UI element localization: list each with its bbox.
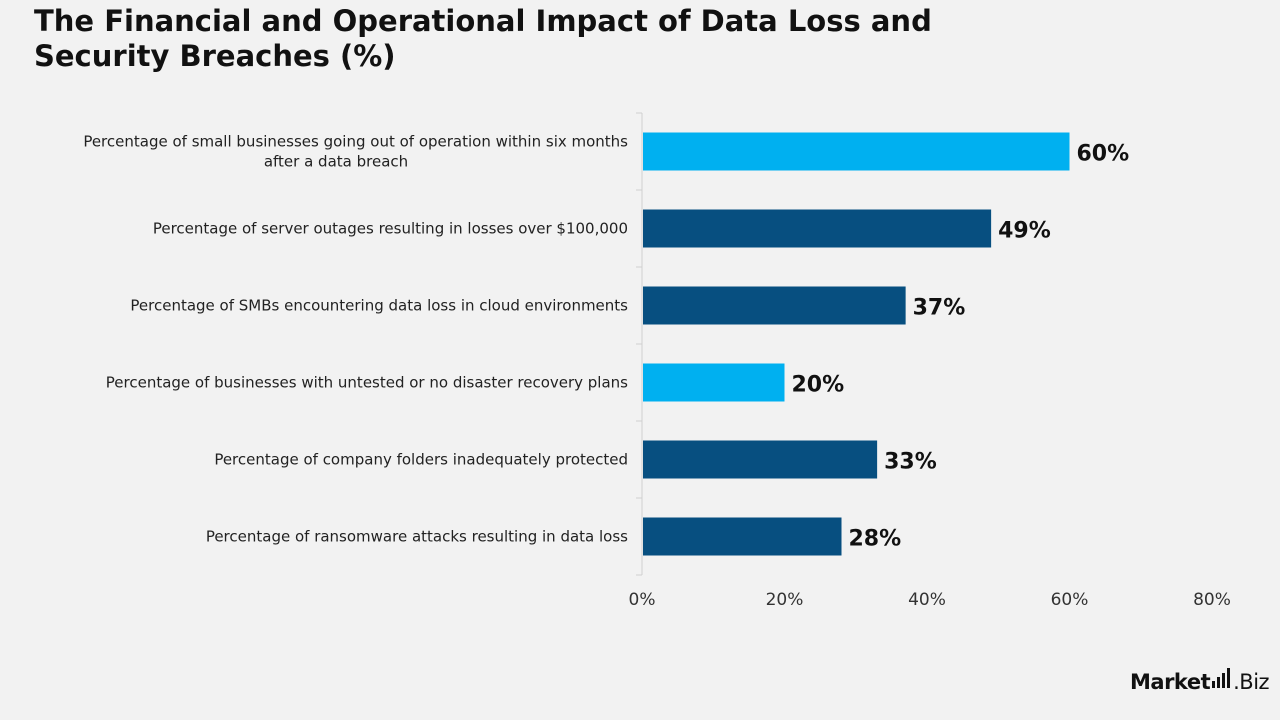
bar [643, 440, 878, 479]
data-label: 37% [913, 296, 966, 321]
category-label: after a data breach [264, 153, 408, 171]
x-tick-label: 80% [1193, 590, 1231, 610]
data-label: 49% [998, 219, 1051, 244]
x-tick-label: 0% [629, 590, 656, 610]
chart-title: The Financial and Operational Impact of … [34, 4, 932, 73]
category-label: Percentage of businesses with untested o… [106, 374, 628, 392]
bar [643, 517, 842, 556]
data-label: 60% [1077, 142, 1130, 167]
bar-chart-logo-icon [1212, 668, 1232, 688]
bar [643, 209, 992, 248]
brand-name: Market [1130, 670, 1211, 694]
brand-suffix: .Biz [1233, 670, 1270, 694]
category-label: Percentage of ransomware attacks resulti… [206, 528, 628, 546]
bar [643, 132, 1070, 171]
data-label: 20% [792, 373, 845, 398]
category-label: Percentage of company folders inadequate… [214, 451, 628, 469]
category-label: Percentage of SMBs encountering data los… [130, 297, 628, 315]
data-label: 33% [884, 450, 937, 475]
brand-logo: Market .Biz [1130, 668, 1270, 694]
x-tick-label: 60% [1051, 590, 1089, 610]
x-tick-label: 40% [908, 590, 946, 610]
category-label: Percentage of small businesses going out… [83, 133, 628, 151]
data-label: 28% [849, 527, 902, 552]
bar [643, 363, 785, 402]
bar [643, 286, 906, 325]
x-tick-label: 20% [766, 590, 804, 610]
category-label: Percentage of server outages resulting i… [153, 220, 628, 238]
